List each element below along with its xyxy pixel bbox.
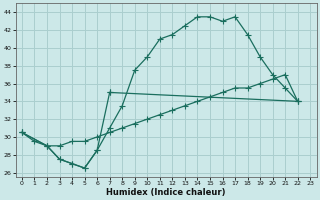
X-axis label: Humidex (Indice chaleur): Humidex (Indice chaleur) xyxy=(106,188,226,197)
